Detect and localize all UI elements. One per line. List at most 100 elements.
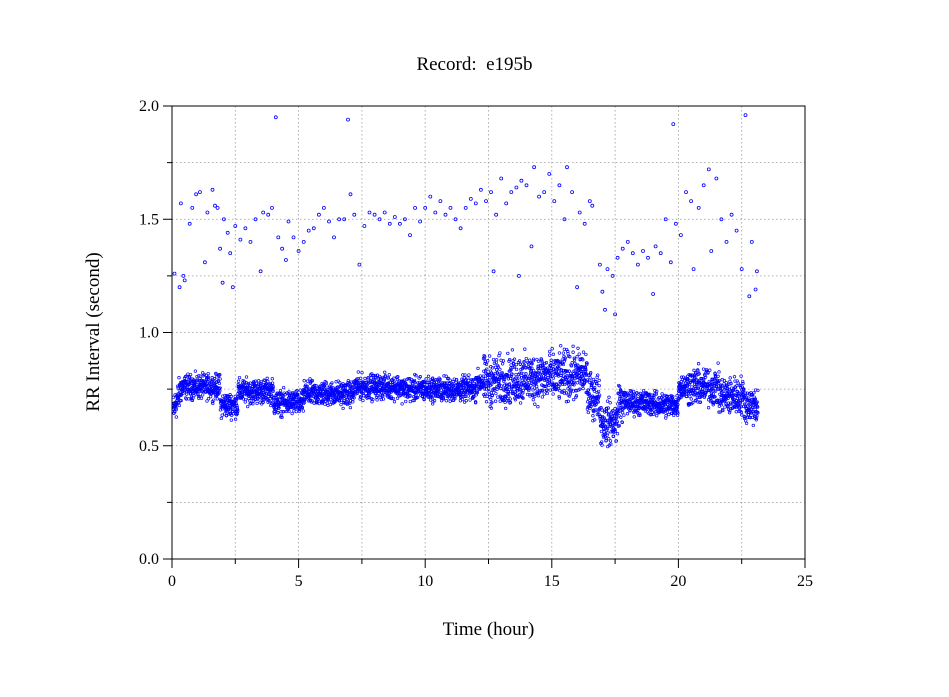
band-point [339,398,343,403]
band-point [506,391,511,396]
band-point [521,396,525,400]
band-point [235,412,240,416]
band-point [529,381,534,385]
band-point [258,393,263,397]
band-point [540,359,544,364]
band-point [573,361,577,365]
band-point [329,397,333,402]
band-point [518,371,522,375]
band-point [590,382,594,386]
band-point [596,373,600,377]
band-point [717,410,721,414]
band-point [545,391,549,396]
band-point [691,401,695,405]
band-point [177,376,181,380]
data-point [197,190,202,195]
band-point [408,394,412,398]
band-point [212,377,216,381]
band-point [605,399,610,403]
band-point [670,396,675,400]
band-point [676,402,680,407]
band-point [434,378,438,382]
band-point [550,370,554,375]
band-point [475,391,480,395]
band-point [756,411,760,415]
band-point [483,355,487,359]
data-point [327,219,331,224]
band-point [496,365,501,369]
band-point [568,392,573,396]
band-point [722,379,727,383]
band-point [652,395,656,400]
band-point [236,379,241,383]
band-point [732,375,737,379]
band-point [513,398,518,402]
data-point [248,239,253,244]
band-point [640,395,645,399]
band-point [544,384,548,388]
band-point [211,401,215,406]
band-point [568,355,572,359]
band-point [755,405,760,409]
band-point [468,398,472,402]
band-point [287,409,291,413]
band-point [255,401,259,406]
data-point [283,258,288,262]
band-point [694,374,698,378]
band-point [382,377,387,382]
band-point [569,364,574,368]
band-point [531,368,536,373]
band-point [199,396,204,400]
data-point [753,287,758,292]
band-point [381,382,385,387]
y-axis: 0.0 0.5 1.0 1.5 2.0 [139,98,172,568]
band-point [386,381,391,385]
band-point [300,406,305,410]
data-point [517,273,521,278]
band-point [504,395,508,399]
band-point [482,382,486,387]
band-point [510,372,514,376]
band-point [387,391,391,395]
band-point [424,377,428,381]
data-point [221,217,226,222]
band-point [497,354,501,358]
data-point [392,215,397,219]
band-point [540,377,544,381]
band-point [696,362,701,366]
data-point [187,221,192,226]
band-point [597,378,601,383]
data-point [210,187,215,192]
band-point [524,372,528,376]
band-point [383,370,387,374]
band-point [634,395,638,399]
band-point [576,346,580,350]
band-point [735,396,740,401]
band-point [653,389,657,393]
band-point [543,384,547,389]
band-point [615,432,620,436]
band-point [524,356,528,361]
band-point [384,374,388,379]
band-point [325,389,330,394]
band-point [402,378,406,382]
data-point [372,212,377,217]
band-point [704,367,709,372]
band-point [270,394,274,398]
band-point [555,382,559,386]
band-point [396,374,400,379]
band-point [462,379,466,383]
band-point [174,404,178,409]
band-point [600,443,604,447]
x-axis: 0 5 10 15 20 25 [168,559,813,590]
y-tick-label: 1.0 [139,325,159,342]
band-point [544,377,548,382]
band-point [302,379,306,383]
band-point [256,379,261,383]
band-point [507,394,511,399]
band-point [712,400,716,404]
band-point [271,385,275,389]
band-point [719,403,724,407]
band-point [426,374,431,378]
band-point [249,401,253,405]
